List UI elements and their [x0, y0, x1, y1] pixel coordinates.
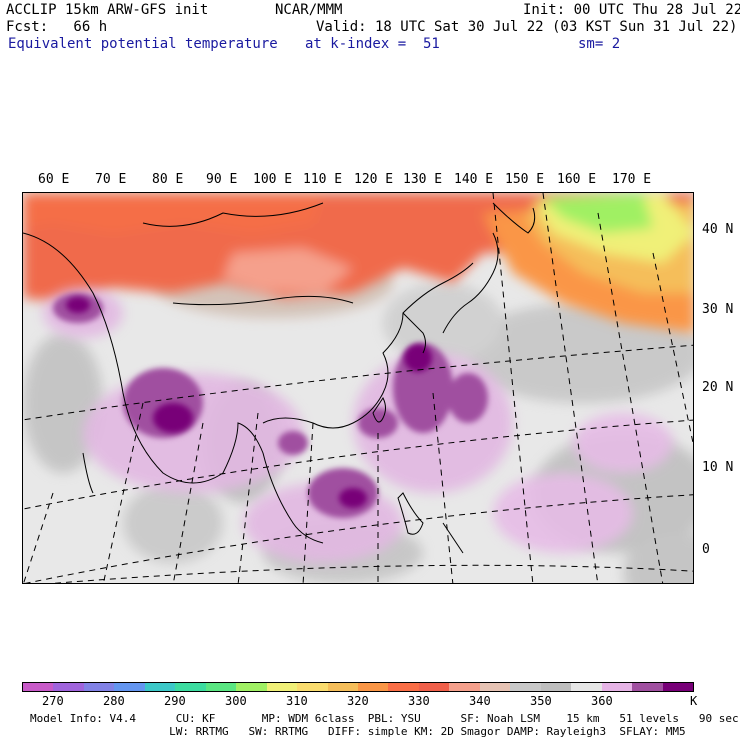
lat-label: 30 N	[702, 302, 734, 317]
colorbar-swatch	[144, 683, 176, 691]
colorbar-swatch	[205, 683, 237, 691]
colorbar-swatch	[571, 683, 602, 691]
colorbar-swatch	[266, 683, 298, 691]
colorbar-swatch	[418, 683, 450, 691]
colorbar-label: 270	[42, 694, 64, 708]
colorbar-swatch	[327, 683, 358, 691]
model-info-line1: Model Info: V4.4 CU: KF MP: WDM 6class P…	[30, 712, 739, 725]
colorbar-label: 360	[591, 694, 613, 708]
colorbar-swatch	[53, 683, 84, 691]
lon-label: 110 E	[303, 172, 343, 187]
colorbar-label: 330	[408, 694, 430, 708]
lon-label: 80 E	[152, 172, 184, 187]
colorbar-swatch	[388, 683, 419, 691]
colorbar-swatch	[357, 683, 389, 691]
lon-label: 170 E	[612, 172, 652, 187]
colorbar-swatch	[175, 683, 206, 691]
colorbar-swatch	[23, 683, 54, 691]
colorbar-swatch	[236, 683, 267, 691]
colorbar-swatch	[662, 683, 693, 691]
init-time: Init: 00 UTC Thu 28 Jul 22	[523, 2, 740, 18]
colorbar-swatch	[632, 683, 663, 691]
colorbar-swatch	[83, 683, 115, 691]
forecast-hour: Fcst: 66 h	[6, 19, 108, 35]
lon-label: 100 E	[253, 172, 293, 187]
lat-label: 20 N	[702, 380, 734, 395]
colorbar-label: 290	[164, 694, 186, 708]
lon-label: 140 E	[454, 172, 494, 187]
colorbar-swatch	[601, 683, 633, 691]
theta-e-map	[22, 192, 694, 584]
lon-label: 120 E	[354, 172, 394, 187]
lat-label: 0	[702, 542, 710, 557]
lon-label: 150 E	[505, 172, 545, 187]
lat-label: 10 N	[702, 460, 734, 475]
colorbar-swatch	[540, 683, 572, 691]
smoothing-label: sm= 2	[578, 36, 621, 52]
colorbar-swatch	[114, 683, 145, 691]
lon-label: 160 E	[557, 172, 597, 187]
colorbar	[22, 682, 694, 692]
model-info-line2: LW: RRTMG SW: RRTMG DIFF: simple KM: 2D …	[30, 725, 686, 738]
valid-time: Valid: 18 UTC Sat 30 Jul 22 (03 KST Sun …	[316, 19, 738, 35]
colorbar-label: 320	[347, 694, 369, 708]
field-name: Equivalent potential temperature	[8, 36, 278, 52]
lon-label: 130 E	[403, 172, 443, 187]
colorbar-swatch	[297, 683, 328, 691]
colorbar-unit: K	[690, 694, 698, 708]
colorbar-label: 350	[530, 694, 552, 708]
colorbar-label: 340	[469, 694, 491, 708]
colorbar-swatch	[479, 683, 511, 691]
org-label: NCAR/MMM	[275, 2, 343, 18]
colorbar-swatch	[449, 683, 480, 691]
lat-label: 40 N	[702, 222, 734, 237]
level-label: at k-index = 51	[305, 36, 440, 52]
colorbar-label: 300	[225, 694, 247, 708]
lon-label: 60 E	[38, 172, 70, 187]
colorbar-label: 280	[103, 694, 125, 708]
lon-label: 90 E	[206, 172, 238, 187]
lon-label: 70 E	[95, 172, 127, 187]
colorbar-label: 310	[286, 694, 308, 708]
colorbar-swatch	[510, 683, 541, 691]
model-title: ACCLIP 15km ARW-GFS init	[6, 2, 209, 18]
